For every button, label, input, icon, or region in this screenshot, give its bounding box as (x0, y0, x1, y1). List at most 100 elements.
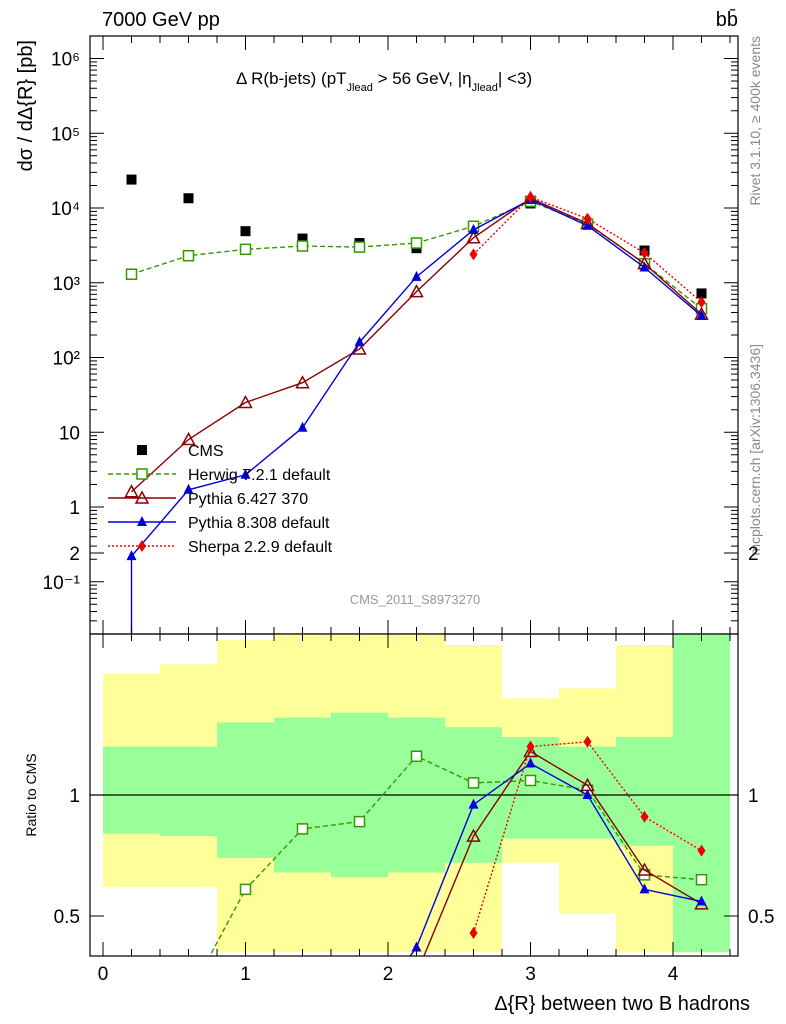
ratio-ytick-label-left: 0.5 (54, 907, 80, 928)
ratio-xtick-label: 0 (98, 964, 109, 985)
pythia8-point-4 (354, 336, 365, 347)
pythia8-legend-label: Pythia 8.308 default (188, 515, 330, 532)
sherpa-ratio-point-1 (526, 740, 535, 753)
herwig-point-0 (125, 268, 138, 280)
pythia8-point-3 (297, 421, 308, 432)
band-inner-7 (502, 736, 559, 839)
pythia8-ratio-point-10 (696, 895, 707, 906)
cms-point-2 (240, 226, 251, 237)
herwig-ratio-point-2 (239, 883, 252, 896)
sherpa-ratio-point-0 (469, 926, 478, 939)
pythia8-point-10 (696, 309, 707, 320)
sherpa-ratio-point-4 (697, 844, 706, 857)
sherpa-ratio-point-3 (640, 810, 649, 823)
herwig-ratio-point-4 (353, 815, 366, 828)
cms-legend-label: CMS (188, 443, 224, 460)
sherpa-point-4 (697, 296, 706, 309)
energy-label: 7000 GeV pp (102, 9, 220, 31)
herwig-ratio-point-3 (296, 823, 309, 835)
herwig-point-1 (182, 249, 195, 262)
pythia6-point-2 (238, 394, 253, 409)
pythia8-ratio-point-6 (468, 798, 479, 809)
pythia6-ratio-line (423, 750, 702, 956)
cms-legend-marker (137, 445, 147, 455)
pythia8-ratio-point-8 (582, 789, 593, 799)
main-title-sub2: Jlead (472, 82, 498, 94)
herwig-ratio-point-10 (695, 873, 708, 886)
pythia8-point-1 (183, 483, 194, 494)
herwig-ratio-point-7 (524, 774, 537, 787)
pythia6-ratio-point-7 (523, 743, 538, 758)
ratio-xtick-label: 1 (240, 964, 251, 985)
ratio-ytick-label-right: 2 (748, 544, 759, 565)
pythia8-point-9 (639, 261, 650, 272)
herwig-ratio-point-6 (467, 777, 480, 789)
band-inner-2 (217, 722, 274, 858)
ratio-ytick-label-left: 1 (69, 786, 80, 807)
site-label: mcplots.cern.ch [arXiv:1306.3436] (747, 344, 763, 556)
main-ylabel: dσ / dΔ{R} [pb] (15, 40, 37, 171)
pythia8-ratio-point-7 (525, 757, 536, 768)
herwig-point-5 (410, 237, 423, 249)
main-ticks: 10⁻¹ 1 10 10² 10³ 10⁴ 10⁵ 10⁶ (43, 35, 738, 635)
sherpa-ratio-point-2 (583, 735, 592, 748)
ratio-xtick-label: 3 (525, 964, 536, 985)
pythia6-point-5 (409, 284, 424, 298)
herwig-legend-marker (136, 468, 148, 480)
rivet-label: Rivet 3.1.10, ≥ 400k events (747, 36, 763, 206)
main-ytick-label: 10³ (53, 274, 80, 295)
pythia8-ratio-point-5 (411, 941, 422, 952)
pythia6-ratio-point-9 (637, 862, 652, 876)
herwig-point-4 (353, 241, 366, 253)
main-title-b: > 56 GeV, |η (373, 69, 472, 88)
sherpa-point-3 (640, 247, 649, 260)
ratio-xtick-label: 4 (668, 964, 679, 985)
ratio-xtick-label: 2 (383, 964, 394, 985)
pythia6-point-3 (295, 375, 310, 389)
ratio-ytick-label-left: 2 (69, 544, 80, 565)
main-ytick-label: 10² (53, 349, 80, 370)
legend: CMS Herwig 7.2.1 default Pythia 6.427 370 P… (108, 443, 333, 556)
main-title: Δ R(b-jets) (pTJlead > 56 GeV, |ηJlead| … (236, 69, 532, 94)
cms-point-1 (183, 193, 194, 204)
ratio-ticks: 0.5 0.5 1 1 2 2 0 1 2 3 4 (54, 544, 775, 985)
pythia6-legend-marker (134, 490, 150, 504)
ratio-series-clipped (209, 735, 709, 956)
herwig-legend-label: Herwig 7.2.1 default (188, 467, 331, 484)
main-ytick-label: 10⁶ (51, 50, 80, 71)
main-ytick-label: 10⁴ (51, 199, 80, 220)
ratio-ylabel: Ratio to CMS (23, 753, 39, 836)
herwig-point-2 (239, 243, 252, 256)
pythia6-ratio-point-6 (466, 828, 481, 842)
main-ytick-label: 10 (59, 423, 80, 444)
pythia6-point-1 (181, 431, 196, 446)
sherpa-legend-marker (138, 540, 146, 552)
main-ytick-label: 10⁻¹ (43, 573, 81, 594)
pythia6-point-0 (124, 484, 139, 498)
pythia6-point-4 (352, 341, 367, 355)
ratio-series-layer (209, 735, 709, 956)
pythia6-line (131, 197, 702, 493)
band-inner-1 (160, 746, 217, 837)
ratio-ytick-label-right: 1 (748, 786, 759, 807)
pythia8-point-2 (240, 468, 251, 479)
pythia8-ratio-point-9 (639, 883, 650, 894)
process-label: bb̄ (716, 8, 738, 31)
pythia8-point-8 (582, 219, 593, 230)
pythia8-point-5 (411, 270, 422, 281)
pythia8-point-0 (126, 550, 137, 561)
sherpa-point-1 (526, 191, 535, 204)
pythia6-legend-label: Pythia 6.427 370 (188, 491, 308, 508)
cms-point-10 (696, 288, 707, 299)
main-title-sub1: Jlead (347, 82, 373, 94)
ratio-xlabel: Δ{R} between two B hadrons (494, 993, 750, 1015)
sherpa-point-0 (469, 248, 478, 261)
pythia6-point-6 (466, 230, 481, 244)
ratio-panel (90, 634, 738, 953)
main-ytick-label: 1 (69, 498, 80, 519)
main-title-a: Δ R(b-jets) (pT (236, 69, 347, 88)
herwig-point-3 (296, 240, 309, 252)
main-ytick-label: 10⁵ (51, 124, 80, 145)
pythia8-legend-marker (137, 516, 147, 526)
